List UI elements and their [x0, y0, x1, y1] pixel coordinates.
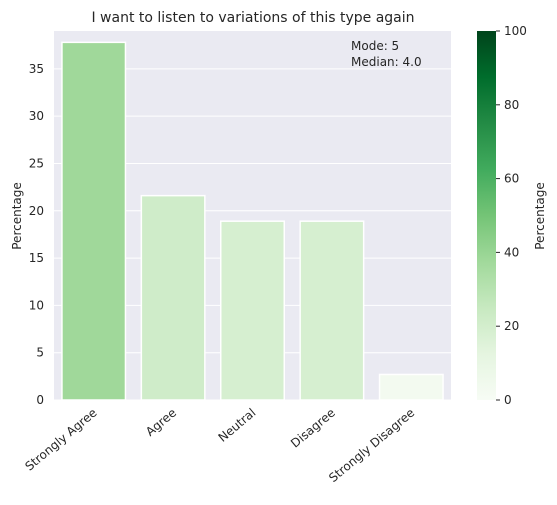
bar-agree — [140, 194, 206, 401]
bar-neutral — [219, 220, 286, 401]
annotation-median: Median: 4.0 — [351, 55, 422, 69]
y-tick-label: 35 — [29, 62, 44, 76]
bar-strongly-disagree — [378, 373, 444, 401]
colorbar-tick-label: 0 — [504, 393, 512, 407]
colorbar-tick-label: 80 — [504, 98, 519, 112]
colorbar-tick-label: 40 — [504, 245, 519, 259]
annotation-mode: Mode: 5 — [351, 39, 399, 53]
x-tick-label: Disagree — [288, 406, 338, 451]
colorbar-ticks: 0 20 40 60 80 100 — [496, 24, 527, 407]
y-axis-label: Percentage — [10, 182, 24, 250]
bars — [61, 41, 444, 401]
y-tick-label: 15 — [29, 251, 44, 265]
colorbar — [477, 31, 496, 400]
bar-disagree — [299, 220, 365, 401]
x-tick-label: Agree — [143, 406, 179, 439]
colorbar-label: Percentage — [533, 182, 547, 250]
y-tick-label: 25 — [29, 156, 44, 170]
y-ticks: 0 5 10 15 20 25 30 35 — [29, 62, 44, 407]
colorbar-tick-label: 60 — [504, 172, 519, 186]
x-ticks: Strongly Agree Agree Neutral DisagreeStrong… — [22, 406, 417, 486]
x-tick-label: Neutral — [215, 406, 258, 445]
y-tick-label: 0 — [36, 393, 44, 407]
y-tick-label: 10 — [29, 298, 44, 312]
colorbar-tick-label: 100 — [504, 24, 527, 38]
y-tick-label: 5 — [36, 346, 44, 360]
y-tick-label: 20 — [29, 204, 44, 218]
y-tick-label: 30 — [29, 109, 44, 123]
bar-strongly-agree — [61, 41, 127, 401]
colorbar-tick-label: 20 — [504, 319, 519, 333]
stats-annotation: Mode: 5 Median: 4.0 — [351, 39, 422, 69]
x-tick-label: Strongly Disagree — [326, 406, 417, 486]
chart-title: I want to listen to variations of this t… — [91, 10, 414, 26]
x-tick-label: Strongly Agree — [22, 406, 99, 474]
